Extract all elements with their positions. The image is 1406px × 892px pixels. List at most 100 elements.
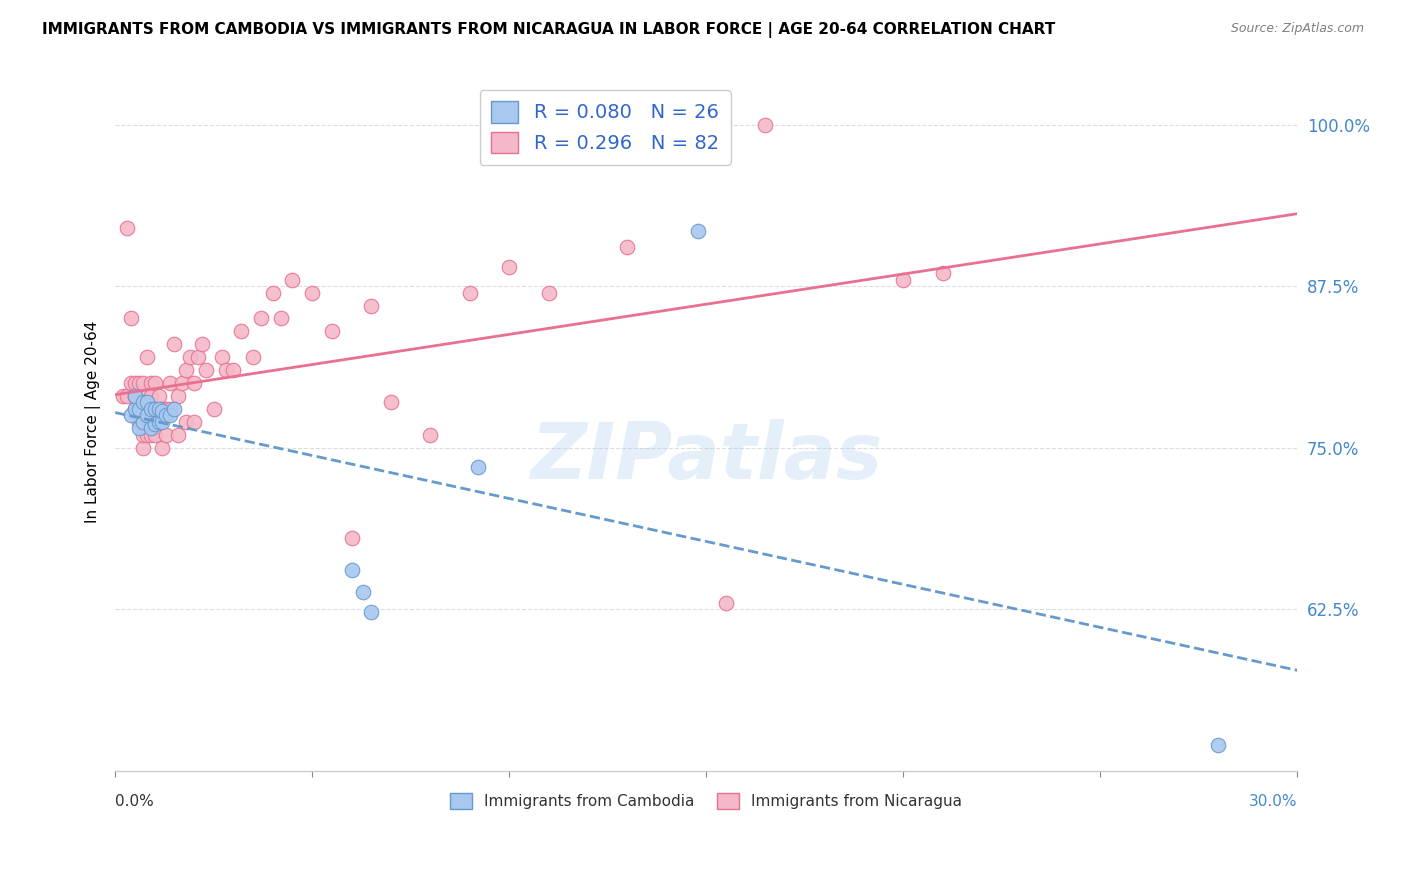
- Point: [124, 389, 146, 403]
- Point: [270, 311, 292, 326]
- Point: [135, 389, 157, 403]
- Point: [148, 389, 170, 403]
- Point: [143, 427, 166, 442]
- Point: [467, 460, 489, 475]
- Point: [152, 441, 174, 455]
- Legend: Immigrants from Cambodia, Immigrants from Nicaragua: Immigrants from Cambodia, Immigrants fro…: [444, 787, 969, 815]
- Point: [132, 415, 155, 429]
- Point: [139, 421, 162, 435]
- Point: [128, 401, 150, 416]
- Point: [115, 221, 138, 235]
- Point: [128, 401, 150, 416]
- Point: [128, 421, 150, 435]
- Point: [231, 325, 253, 339]
- Text: Source: ZipAtlas.com: Source: ZipAtlas.com: [1230, 22, 1364, 36]
- Point: [174, 415, 197, 429]
- Point: [1208, 738, 1230, 752]
- Point: [167, 389, 190, 403]
- Point: [132, 376, 155, 390]
- Point: [380, 395, 402, 409]
- Point: [498, 260, 520, 274]
- Point: [124, 401, 146, 416]
- Point: [132, 427, 155, 442]
- Point: [139, 401, 162, 416]
- Point: [174, 363, 197, 377]
- Point: [191, 337, 214, 351]
- Point: [139, 376, 162, 390]
- Point: [183, 376, 205, 390]
- Point: [616, 240, 638, 254]
- Point: [167, 427, 190, 442]
- Point: [211, 350, 233, 364]
- Point: [128, 376, 150, 390]
- Point: [124, 376, 146, 390]
- Point: [242, 350, 264, 364]
- Point: [281, 273, 304, 287]
- Text: IMMIGRANTS FROM CAMBODIA VS IMMIGRANTS FROM NICARAGUA IN LABOR FORCE | AGE 20-64: IMMIGRANTS FROM CAMBODIA VS IMMIGRANTS F…: [42, 22, 1056, 38]
- Point: [754, 118, 776, 132]
- Point: [135, 427, 157, 442]
- Point: [152, 401, 174, 416]
- Point: [132, 441, 155, 455]
- Point: [187, 350, 209, 364]
- Text: 30.0%: 30.0%: [1249, 794, 1298, 809]
- Point: [139, 389, 162, 403]
- Point: [301, 285, 323, 300]
- Point: [124, 389, 146, 403]
- Point: [159, 409, 181, 423]
- Y-axis label: In Labor Force | Age 20-64: In Labor Force | Age 20-64: [86, 320, 101, 523]
- Point: [688, 224, 710, 238]
- Point: [163, 401, 186, 416]
- Point: [152, 415, 174, 429]
- Point: [352, 585, 374, 599]
- Point: [155, 427, 177, 442]
- Point: [155, 401, 177, 416]
- Point: [163, 337, 186, 351]
- Point: [321, 325, 343, 339]
- Point: [112, 389, 135, 403]
- Point: [340, 563, 363, 577]
- Point: [148, 415, 170, 429]
- Point: [172, 376, 194, 390]
- Point: [120, 409, 142, 423]
- Point: [148, 415, 170, 429]
- Point: [135, 350, 157, 364]
- Point: [159, 376, 181, 390]
- Point: [214, 363, 236, 377]
- Point: [194, 363, 217, 377]
- Point: [152, 404, 174, 418]
- Point: [159, 401, 181, 416]
- Point: [124, 401, 146, 416]
- Point: [148, 401, 170, 416]
- Point: [120, 311, 142, 326]
- Point: [155, 409, 177, 423]
- Point: [132, 395, 155, 409]
- Point: [183, 415, 205, 429]
- Point: [714, 596, 737, 610]
- Point: [115, 389, 138, 403]
- Point: [143, 401, 166, 416]
- Point: [143, 401, 166, 416]
- Text: ZIPatlas: ZIPatlas: [530, 418, 883, 495]
- Point: [120, 376, 142, 390]
- Point: [262, 285, 284, 300]
- Point: [128, 415, 150, 429]
- Point: [135, 409, 157, 423]
- Point: [537, 285, 560, 300]
- Point: [891, 273, 914, 287]
- Text: 0.0%: 0.0%: [115, 794, 153, 809]
- Point: [360, 299, 382, 313]
- Point: [139, 427, 162, 442]
- Point: [148, 401, 170, 416]
- Point: [202, 401, 225, 416]
- Point: [135, 395, 157, 409]
- Point: [419, 427, 441, 442]
- Point: [143, 376, 166, 390]
- Point: [340, 531, 363, 545]
- Point: [360, 605, 382, 619]
- Point: [179, 350, 201, 364]
- Point: [250, 311, 273, 326]
- Point: [222, 363, 245, 377]
- Point: [931, 266, 953, 280]
- Point: [458, 285, 481, 300]
